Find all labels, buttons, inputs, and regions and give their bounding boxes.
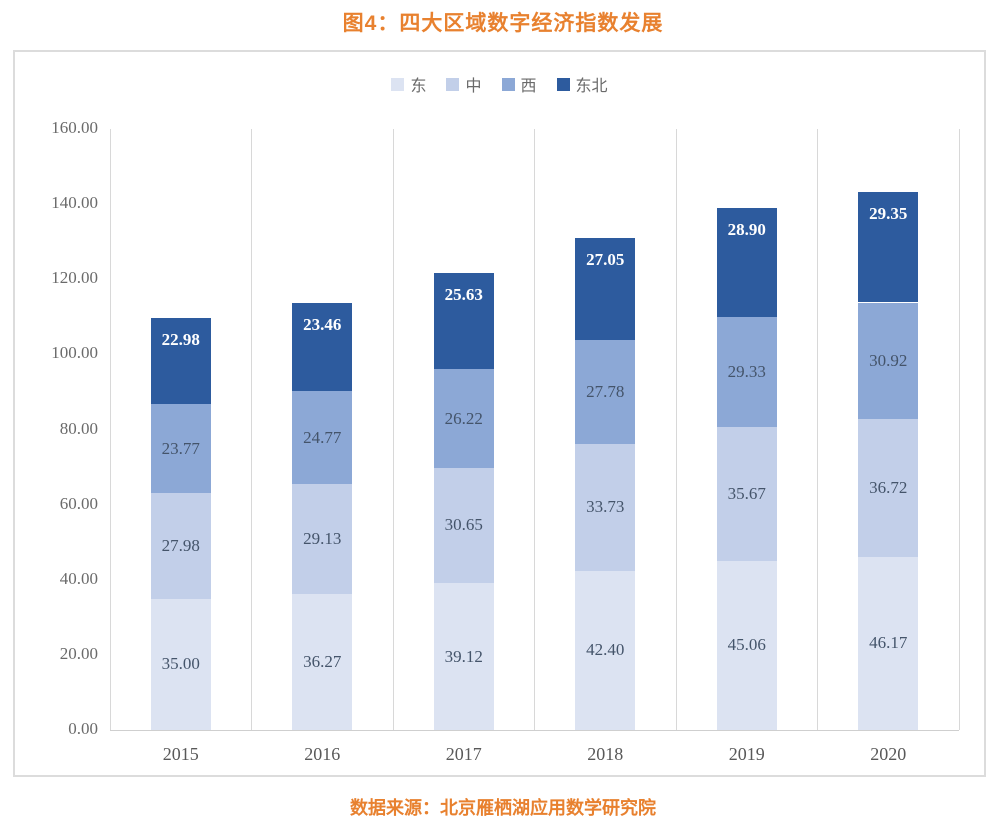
legend-item: 中 bbox=[446, 72, 482, 96]
bar-segment bbox=[150, 493, 211, 599]
gridline-vertical bbox=[675, 129, 677, 730]
bar-value-label: 39.12 bbox=[444, 646, 483, 666]
bar-segment bbox=[433, 467, 494, 584]
bar-segment bbox=[150, 317, 211, 405]
bar-segment bbox=[433, 583, 494, 730]
bar-value-label: 30.92 bbox=[869, 350, 908, 370]
y-tick-label: 60.00 bbox=[59, 493, 98, 513]
bar-segment bbox=[858, 192, 919, 303]
gridline-vertical bbox=[534, 129, 535, 730]
x-tick-label: 2020 bbox=[870, 744, 907, 764]
bar-value-label: 29.13 bbox=[303, 529, 342, 549]
bar-segment bbox=[433, 273, 494, 370]
bar-segment bbox=[858, 556, 919, 730]
legend-label: 东 bbox=[410, 78, 427, 95]
bar-value-label: 30.65 bbox=[444, 515, 483, 535]
bar-value-label: 35.67 bbox=[727, 483, 766, 503]
bar-value-label: 22.98 bbox=[161, 329, 200, 349]
bar-value-label: 29.35 bbox=[869, 204, 908, 224]
bar-segment bbox=[292, 391, 353, 485]
bar-segment bbox=[433, 369, 494, 468]
y-tick-label: 40.00 bbox=[59, 568, 98, 588]
bar-value-label: 33.73 bbox=[586, 497, 625, 517]
bar-segment bbox=[716, 316, 777, 427]
legend-swatch-icon bbox=[501, 77, 515, 91]
bar-segment bbox=[858, 302, 919, 419]
x-tick-label: 2016 bbox=[304, 744, 341, 764]
bar-value-label: 35.00 bbox=[161, 654, 200, 674]
bar-value-label: 24.77 bbox=[303, 427, 342, 447]
chart-panel: 东 中 西 东北 0.00 20.00 40.00 60.00 80.00 100.00 120.… bbox=[13, 50, 986, 777]
bar-value-label: 42.40 bbox=[586, 640, 625, 660]
bar-segment bbox=[575, 238, 636, 340]
legend-item: 西 bbox=[501, 72, 537, 96]
bar-value-label: 27.78 bbox=[586, 381, 625, 401]
bar-segment bbox=[575, 570, 636, 730]
x-tick-label: 2018 bbox=[587, 744, 624, 764]
bar-value-label: 46.17 bbox=[869, 633, 908, 653]
x-tick-label: 2015 bbox=[162, 744, 199, 764]
bar-value-label: 23.77 bbox=[161, 438, 200, 458]
bar-segment bbox=[150, 598, 211, 730]
bar-value-label: 29.33 bbox=[727, 361, 766, 381]
bar-segment bbox=[858, 418, 919, 557]
bar-segment bbox=[292, 484, 353, 594]
bar-segment bbox=[575, 339, 636, 445]
gridline-vertical bbox=[109, 129, 111, 730]
legend-swatch-icon bbox=[446, 77, 460, 91]
legend-item: 东北 bbox=[556, 72, 608, 96]
y-tick-label: 100.00 bbox=[51, 343, 98, 363]
legend-label: 东北 bbox=[575, 78, 608, 95]
legend-item: 东 bbox=[391, 72, 426, 96]
bar-value-label: 36.72 bbox=[869, 477, 908, 497]
chart-legend: 东 中 西 东北 bbox=[15, 72, 984, 96]
gridline-vertical bbox=[251, 129, 252, 730]
legend-swatch-icon bbox=[391, 77, 405, 91]
y-tick-label: 20.00 bbox=[59, 643, 98, 663]
chart-source: 数据来源：北京雁栖湖应用数学研究院 bbox=[350, 798, 656, 818]
y-tick-label: 140.00 bbox=[51, 193, 98, 213]
bar-segment bbox=[716, 560, 777, 730]
bar-segment bbox=[716, 426, 777, 561]
bar-segment bbox=[575, 444, 636, 571]
legend-label: 中 bbox=[465, 78, 482, 95]
bar-segment bbox=[150, 404, 211, 494]
gridline-vertical bbox=[958, 129, 960, 730]
bar-value-label: 26.22 bbox=[444, 408, 483, 428]
bar-value-label: 23.46 bbox=[303, 315, 342, 335]
bar-segment bbox=[292, 593, 353, 730]
legend-swatch-icon bbox=[556, 77, 570, 91]
y-tick-label: 80.00 bbox=[59, 418, 98, 438]
gridline-vertical bbox=[392, 129, 394, 730]
bar-segment bbox=[716, 208, 777, 317]
y-tick-label: 120.00 bbox=[51, 268, 98, 288]
gridline-vertical bbox=[817, 129, 818, 730]
bar-value-label: 45.06 bbox=[727, 635, 766, 655]
bar-value-label: 36.27 bbox=[303, 651, 342, 671]
bar-value-label: 27.98 bbox=[161, 535, 200, 555]
bar-value-label: 25.63 bbox=[444, 285, 483, 305]
bar-value-label: 28.90 bbox=[727, 220, 766, 240]
x-tick-label: 2017 bbox=[445, 744, 482, 764]
y-tick-label: 0.00 bbox=[68, 719, 98, 738]
y-tick-label: 160.00 bbox=[51, 118, 98, 137]
x-tick-label: 2019 bbox=[728, 744, 765, 764]
bar-segment bbox=[292, 303, 353, 392]
x-axis-line bbox=[110, 730, 959, 731]
bar-value-label: 27.05 bbox=[586, 250, 625, 270]
legend-label: 西 bbox=[520, 78, 537, 95]
chart-title: 图4：四大区域数字经济指数发展 bbox=[342, 12, 664, 35]
